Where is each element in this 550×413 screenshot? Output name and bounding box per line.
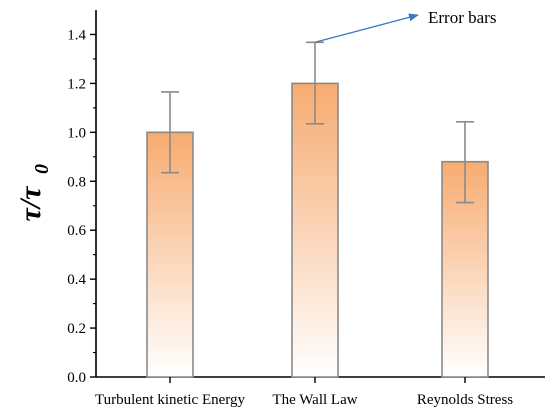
y-tick-label: 1.0 — [67, 125, 86, 141]
y-tick-label: 0.4 — [67, 272, 86, 288]
bar — [441, 160, 489, 378]
category-label: The Wall Law — [272, 392, 357, 408]
annotation-arrow — [314, 13, 419, 43]
y-axis-label-sub: 0 — [31, 164, 53, 174]
category-labels: Turbulent kinetic Energy The Wall Law Reyn… — [95, 377, 513, 408]
y-axis-label-main: τ/τ — [14, 185, 47, 222]
y-tick-label: 0.2 — [67, 321, 86, 337]
y-tick-label: 0.8 — [67, 174, 86, 190]
y-axis-label: τ/τ 0 — [14, 164, 53, 221]
y-tick-label: 1.2 — [67, 76, 86, 92]
y-tick-label: 1.4 — [67, 27, 86, 43]
y-ticks: 0.0 0.2 0.4 0.6 0.8 1.0 1.2 1.4 — [67, 27, 96, 386]
bars — [146, 82, 489, 378]
y-tick-label: 0.0 — [67, 370, 86, 386]
bar — [291, 82, 339, 378]
category-label: Turbulent kinetic Energy — [95, 392, 245, 408]
y-tick-label: 0.6 — [67, 223, 86, 239]
category-label: Reynolds Stress — [417, 392, 513, 408]
annotation-label: Error bars — [428, 8, 496, 27]
